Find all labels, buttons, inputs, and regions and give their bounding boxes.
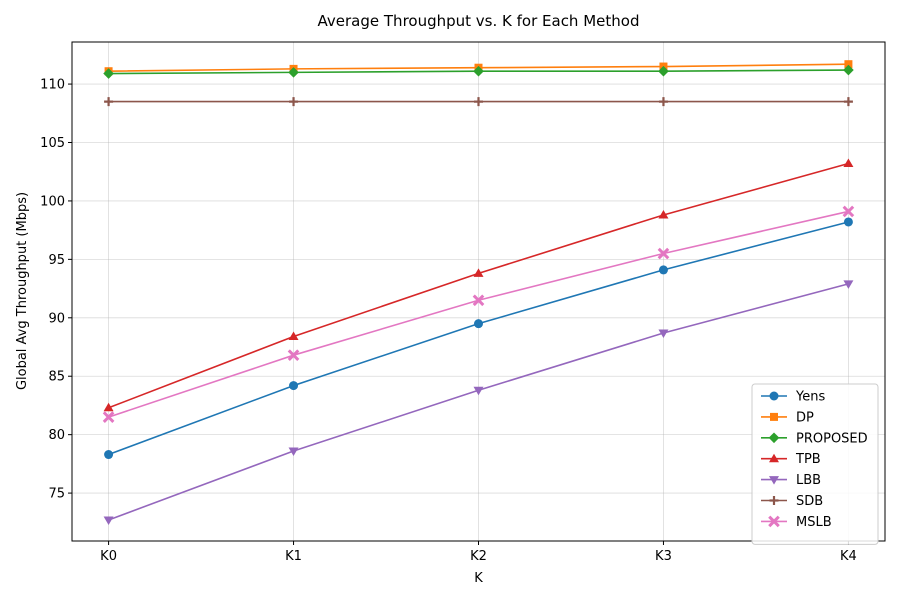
legend-label: MSLB: [796, 515, 832, 530]
legend-marker: [769, 453, 779, 463]
data-point-sdb: [289, 97, 299, 107]
legend-item-mslb: MSLB: [761, 515, 832, 530]
data-point-yens: [474, 319, 483, 329]
data-point-mslb: [657, 247, 670, 260]
data-point-lbb: [658, 329, 669, 338]
data-point-yens: [658, 265, 668, 275]
legend-label: TPB: [795, 452, 821, 467]
data-point-lbb: [103, 516, 114, 525]
legend: Yens DP PROPOSED TPB LBB SDB MSLB: [751, 383, 879, 545]
data-point-sdb: [658, 97, 668, 107]
data-point-proposed: [658, 65, 669, 77]
grid: [72, 42, 885, 541]
legend-label: SDB: [796, 494, 823, 509]
series-sdb: [104, 97, 853, 107]
data-point-mslb: [287, 349, 300, 362]
series-mslb: [102, 205, 855, 423]
y-tick-label: 90: [48, 311, 65, 326]
data-point-tpb: [473, 268, 484, 277]
legend-label: LBB: [796, 473, 821, 488]
legend-marker: [769, 391, 779, 401]
data-point-sdb: [104, 97, 114, 107]
legend-marker: [769, 496, 779, 505]
y-tick-label: 85: [48, 370, 65, 385]
data-point-tpb: [103, 402, 114, 412]
series-lbb: [103, 280, 854, 525]
y-axis-label: Global Avg Throughput (Mbps): [15, 192, 30, 390]
legend-item-tpb: TPB: [761, 452, 821, 467]
y-tick-label: 80: [48, 428, 65, 443]
data-point-yens: [843, 217, 853, 227]
data-point-lbb: [288, 447, 299, 457]
x-tick-label: K3: [655, 549, 672, 564]
axis-ticks: 75 80 85 90 95 100 105 110 K0 K1 K2 K3 K4: [40, 78, 857, 564]
data-point-mslb: [842, 205, 855, 218]
x-tick-label: K4: [840, 549, 857, 564]
data-point-tpb: [288, 331, 299, 340]
legend-marker: [769, 476, 779, 485]
legend-item-sdb: SDB: [761, 494, 823, 509]
data-point-sdb: [474, 97, 483, 107]
legend-label: Yens: [795, 390, 825, 405]
data-point-lbb: [843, 280, 854, 289]
x-axis-label: K: [474, 571, 483, 586]
legend-box: [751, 383, 879, 545]
data-point-proposed: [843, 64, 854, 76]
legend-item-yens: Yens: [761, 390, 825, 405]
data-point-mslb: [472, 294, 485, 307]
legend-marker: [768, 515, 780, 528]
data-point-yens: [289, 381, 299, 391]
data-point-yens: [104, 450, 114, 460]
y-tick-label: 100: [40, 194, 65, 209]
x-tick-label: K0: [100, 549, 117, 564]
legend-item-dp: DP: [761, 410, 814, 425]
series-proposed: [103, 64, 854, 79]
data-point-tpb: [658, 209, 669, 219]
data-point-tpb: [843, 158, 854, 168]
legend-item-lbb: LBB: [761, 473, 821, 488]
legend-item-proposed: PROPOSED: [761, 431, 868, 446]
data-point-proposed: [473, 65, 484, 77]
series-layer: [102, 60, 855, 525]
y-tick-label: 105: [40, 136, 65, 151]
series-yens: [104, 217, 853, 460]
legend-label: DP: [796, 410, 814, 425]
y-tick-label: 75: [48, 487, 65, 502]
data-point-proposed: [103, 68, 114, 79]
chart-title: Average Throughput vs. K for Each Method: [318, 12, 640, 30]
data-point-lbb: [473, 386, 484, 396]
x-tick-label: K1: [285, 549, 302, 564]
legend-marker: [770, 412, 778, 421]
series-tpb: [103, 158, 854, 412]
data-point-dp: [844, 60, 853, 69]
x-tick-label: K2: [470, 549, 487, 564]
data-point-mslb: [102, 411, 115, 423]
legend-label: PROPOSED: [796, 431, 868, 446]
y-tick-label: 110: [40, 78, 65, 93]
legend-marker: [768, 432, 780, 444]
y-tick-label: 95: [48, 253, 65, 268]
data-point-proposed: [288, 67, 299, 78]
data-point-sdb: [843, 97, 853, 107]
